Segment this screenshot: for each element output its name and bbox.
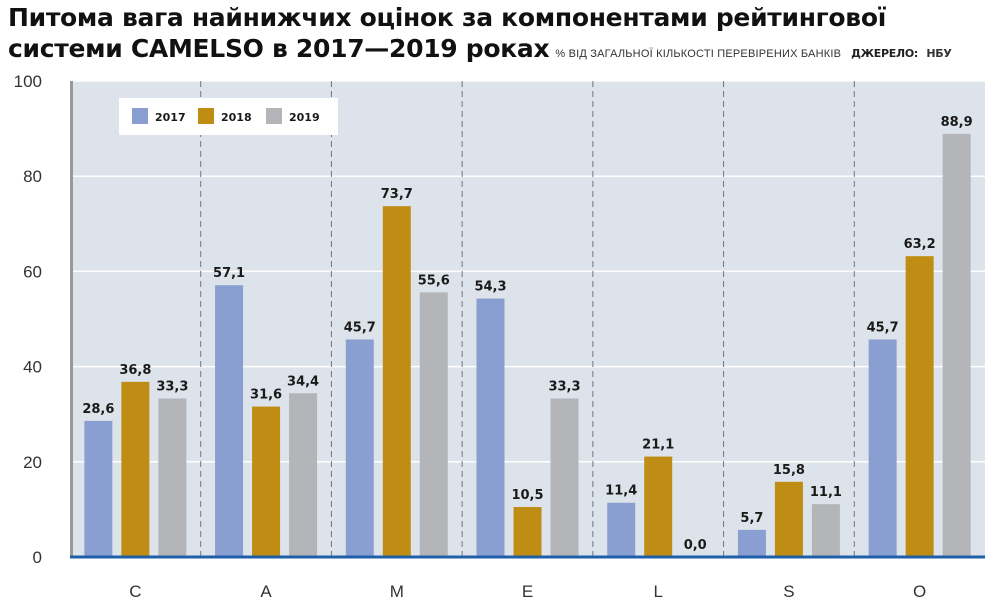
bar-2018-A xyxy=(252,406,281,557)
bar-2017-L xyxy=(607,502,636,557)
y-tick-label: 40 xyxy=(23,358,42,377)
x-category-label: A xyxy=(260,582,272,601)
value-label: 33,3 xyxy=(548,379,580,394)
value-label: 15,8 xyxy=(773,463,805,478)
bar-2019-A xyxy=(289,393,318,557)
bar-2019-O xyxy=(942,133,971,557)
value-label: 21,1 xyxy=(642,438,674,453)
value-label: 11,4 xyxy=(605,484,637,499)
plot-background xyxy=(70,81,985,557)
bar-2018-O xyxy=(905,256,934,557)
bar-2017-M xyxy=(345,339,374,557)
bar-2018-S xyxy=(774,481,803,557)
bar-2019-M xyxy=(419,292,448,557)
legend-box xyxy=(119,98,338,135)
y-tick-label: 100 xyxy=(14,72,42,91)
x-category-label: M xyxy=(390,582,404,601)
chart-title-line-2: системи CAMELSO в 2017—2019 роках % ВІД З… xyxy=(8,33,993,70)
bar-2017-E xyxy=(476,298,505,557)
x-category-label: O xyxy=(913,582,926,601)
legend-swatch-2019 xyxy=(266,108,282,124)
bar-2018-C xyxy=(121,381,150,557)
value-label: 45,7 xyxy=(867,320,899,335)
legend-swatch-2017 xyxy=(132,108,148,124)
bar-2017-O xyxy=(868,339,897,557)
legend: 2017 2018 2019 xyxy=(119,98,338,135)
chart-subtitle: % ВІД ЗАГАЛЬНОЇ КІЛЬКОСТІ ПЕРЕВІРЕНИХ БА… xyxy=(555,48,842,60)
bar-2018-L xyxy=(644,456,673,557)
value-label: 54,3 xyxy=(474,280,506,295)
value-label: 88,9 xyxy=(941,115,973,130)
legend-label-2018: 2018 xyxy=(221,111,252,124)
y-tick-label: 20 xyxy=(23,453,42,472)
value-label: 31,6 xyxy=(250,388,282,403)
value-label: 45,7 xyxy=(344,320,376,335)
value-label: 28,6 xyxy=(82,402,114,417)
x-category-label: L xyxy=(653,582,662,601)
value-label: 55,6 xyxy=(418,273,450,288)
x-category-label: S xyxy=(783,582,794,601)
chart-title-line-1: Питома вага найнижчих оцінок за компонен… xyxy=(8,3,886,32)
value-label: 34,4 xyxy=(287,374,319,389)
legend-swatch-2018 xyxy=(198,108,214,124)
bar-2017-C xyxy=(84,420,113,557)
value-label: 36,8 xyxy=(119,363,151,378)
value-label: 73,7 xyxy=(381,187,413,202)
y-tick-label: 80 xyxy=(23,167,42,186)
legend-label-2019: 2019 xyxy=(289,111,320,124)
y-axis: 0 20 40 60 80 100 xyxy=(14,72,73,567)
value-label: 5,7 xyxy=(740,511,763,526)
bar-2018-M xyxy=(382,206,411,558)
value-label: 63,2 xyxy=(904,237,936,252)
bar-2017-A xyxy=(215,285,244,557)
bar-2019-C xyxy=(158,398,187,557)
value-label: 0,0 xyxy=(684,538,707,553)
x-category-label: E xyxy=(522,582,533,601)
bar-2019-E xyxy=(550,398,579,557)
bar-2017-S xyxy=(737,529,766,557)
bar-2019-S xyxy=(811,504,840,557)
value-label: 11,1 xyxy=(810,485,842,500)
value-label: 57,1 xyxy=(213,266,245,281)
source-label: ДЖЕРЕЛО: xyxy=(851,47,918,60)
value-labels: 28,6 36,8 33,3 57,1 31,6 34,4 45,7 73,7 55,6 54,3… xyxy=(82,115,972,553)
value-label: 33,3 xyxy=(156,379,188,394)
source-value: НБУ xyxy=(926,47,952,60)
bars xyxy=(84,133,971,558)
value-label: 10,5 xyxy=(511,488,543,503)
y-tick-label: 0 xyxy=(33,548,42,567)
chart-header: Питома вага найнижчих оцінок за компонен… xyxy=(8,2,993,70)
bar-2018-E xyxy=(513,507,542,557)
chart-title-text-2: системи CAMELSO в 2017—2019 роках xyxy=(8,34,550,63)
x-category-label: C xyxy=(129,582,141,601)
legend-label-2017: 2017 xyxy=(155,111,186,124)
y-tick-label: 60 xyxy=(23,262,42,281)
